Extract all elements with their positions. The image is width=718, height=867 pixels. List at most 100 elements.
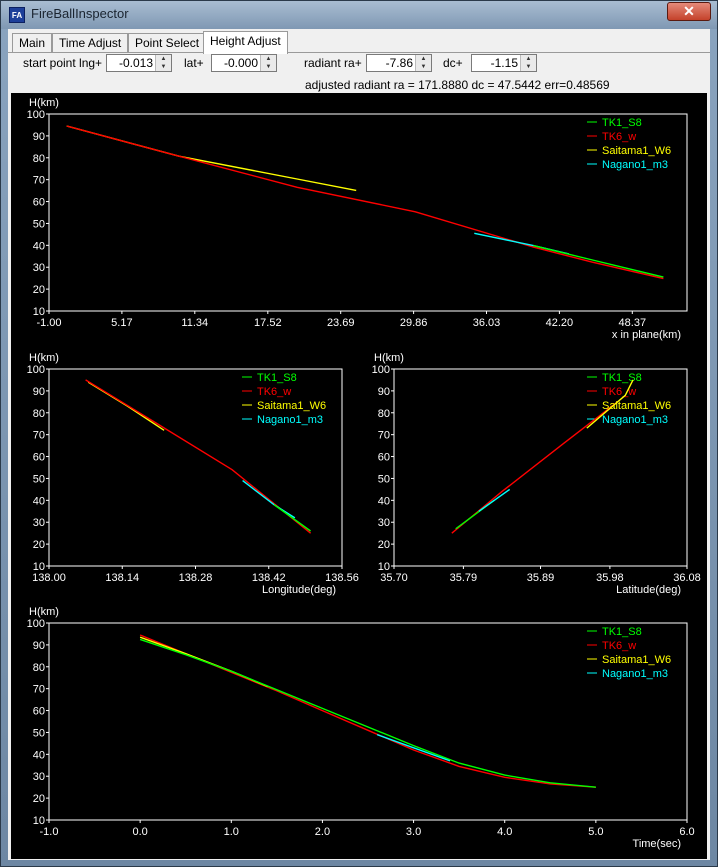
x-tick-label: 5.0 xyxy=(588,826,603,838)
y-tick-label: 100 xyxy=(372,364,390,376)
legend-entry: Nagano1_m3 xyxy=(602,668,668,680)
legend-entry: Saitama1_W6 xyxy=(602,654,671,666)
legend-entry: TK6_w xyxy=(602,640,636,652)
dc-spinner[interactable]: -1.15 ▲ ▼ xyxy=(471,54,537,72)
lat-value[interactable]: -0.000 xyxy=(223,56,258,70)
x-tick-label: 4.0 xyxy=(497,826,512,838)
spin-up-icon[interactable]: ▲ xyxy=(261,55,276,63)
y-tick-label: 20 xyxy=(33,793,45,805)
legend-entry: TK1_S8 xyxy=(602,117,642,129)
y-tick-label: 70 xyxy=(33,684,45,696)
title-bar[interactable]: FA FireBallInspector ✕ xyxy=(1,1,717,29)
x-axis-label: Longitude(deg) xyxy=(262,584,336,596)
y-tick-label: 50 xyxy=(33,218,45,230)
y-axis-label: H(km) xyxy=(29,352,59,364)
series-line xyxy=(139,634,596,788)
y-tick-label: 40 xyxy=(378,495,390,507)
y-tick-label: 10 xyxy=(33,815,45,827)
plots-svg: 10 20 30 40 50 60 70 80 90 100 -1.00 5.17 11.34 17.52… xyxy=(27,97,701,850)
series-line xyxy=(139,638,596,788)
x-tick-label: 6.0 xyxy=(679,826,694,838)
x-tick-label: 138.14 xyxy=(105,572,139,584)
y-tick-label: 50 xyxy=(378,473,390,485)
y-tick-label: 80 xyxy=(33,153,45,165)
y-tick-label: 90 xyxy=(33,131,45,143)
x-tick-label: 138.28 xyxy=(179,572,213,584)
radiant-ra-value[interactable]: -7.86 xyxy=(385,56,413,70)
x-axis-label: Latitude(deg) xyxy=(616,584,681,596)
x-tick-label: 35.70 xyxy=(380,572,408,584)
x-tick-label: 36.03 xyxy=(473,317,501,329)
plot-area: 10 20 30 40 50 60 70 80 90 100 -1.00 5.17 11.34 17.52… xyxy=(11,93,707,859)
series-line xyxy=(66,125,357,192)
start-point-lng-spinner[interactable]: -0.013 ▲ ▼ xyxy=(106,54,172,72)
y-tick-label: 90 xyxy=(378,386,390,398)
tab-main[interactable]: Main xyxy=(12,33,53,53)
x-axis-label: x in plane(km) xyxy=(612,329,681,341)
x-tick-label: -1.00 xyxy=(36,317,61,329)
y-tick-label: 50 xyxy=(33,473,45,485)
x-tick-label: 0.0 xyxy=(132,826,147,838)
spin-up-icon[interactable]: ▲ xyxy=(416,55,431,63)
legend-entry: TK6_w xyxy=(257,386,291,398)
spin-down-icon[interactable]: ▼ xyxy=(156,63,171,71)
radiant-ra-label: radiant ra+ xyxy=(304,56,362,70)
spin-down-icon[interactable]: ▼ xyxy=(416,63,431,71)
legend-entry: TK6_w xyxy=(602,131,636,143)
x-tick-label: 36.08 xyxy=(673,572,701,584)
y-tick-label: 100 xyxy=(27,364,45,376)
chart-frame-longitude xyxy=(48,368,343,567)
x-tick-label: 11.34 xyxy=(181,317,208,329)
y-tick-label: 30 xyxy=(33,771,45,783)
spin-down-icon[interactable]: ▼ xyxy=(261,63,276,71)
tab-point-select[interactable]: Point Select xyxy=(128,33,207,53)
x-tick-label: 138.00 xyxy=(32,572,66,584)
y-tick-label: 80 xyxy=(33,662,45,674)
y-tick-label: 40 xyxy=(33,495,45,507)
radiant-ra-arrows[interactable]: ▲ ▼ xyxy=(415,55,431,71)
y-tick-label: 60 xyxy=(33,197,45,209)
x-axis-label: Time(sec) xyxy=(633,838,681,850)
y-tick-label: 30 xyxy=(378,517,390,529)
start-point-lng-label: start point lng+ xyxy=(23,56,103,70)
window-title: FireBallInspector xyxy=(31,6,129,21)
legend-entry: TK1_S8 xyxy=(257,372,297,384)
lat-label: lat+ xyxy=(184,56,204,70)
start-point-lng-arrows[interactable]: ▲ ▼ xyxy=(155,55,171,71)
y-tick-label: 20 xyxy=(33,539,45,551)
lat-arrows[interactable]: ▲ ▼ xyxy=(260,55,276,71)
spin-up-icon[interactable]: ▲ xyxy=(156,55,171,63)
x-tick-label: 23.69 xyxy=(327,317,355,329)
tab-height-adjust[interactable]: Height Adjust xyxy=(203,31,288,54)
x-tick-label: 3.0 xyxy=(406,826,421,838)
lat-spinner[interactable]: -0.000 ▲ ▼ xyxy=(211,54,277,72)
x-tick-label: -1.0 xyxy=(40,826,59,838)
series-line xyxy=(376,733,451,762)
dc-arrows[interactable]: ▲ ▼ xyxy=(520,55,536,71)
y-tick-label: 10 xyxy=(33,306,45,318)
x-tick-label: 138.56 xyxy=(325,572,359,584)
legend-entry: TK1_S8 xyxy=(602,372,642,384)
start-point-lng-value[interactable]: -0.013 xyxy=(118,56,153,70)
x-tick-label: 29.86 xyxy=(400,317,428,329)
app-icon: FA xyxy=(9,7,25,23)
legend-entry: Saitama1_W6 xyxy=(602,145,671,157)
y-tick-label: 20 xyxy=(378,539,390,551)
y-tick-label: 50 xyxy=(33,727,45,739)
close-button[interactable]: ✕ xyxy=(667,2,711,21)
chart-frame-latitude xyxy=(393,368,688,567)
y-tick-label: 90 xyxy=(33,386,45,398)
spin-up-icon[interactable]: ▲ xyxy=(521,55,536,63)
series-line xyxy=(533,244,664,278)
y-tick-label: 70 xyxy=(33,175,45,187)
legend-entry: Nagano1_m3 xyxy=(257,414,323,426)
radiant-ra-spinner[interactable]: -7.86 ▲ ▼ xyxy=(366,54,432,72)
tab-time-adjust[interactable]: Time Adjust xyxy=(52,33,129,53)
x-tick-label: 48.37 xyxy=(619,317,647,329)
y-tick-label: 10 xyxy=(33,561,45,573)
legend-entry: Nagano1_m3 xyxy=(602,414,668,426)
dc-value[interactable]: -1.15 xyxy=(490,56,518,70)
y-tick-label: 90 xyxy=(33,640,45,652)
spin-down-icon[interactable]: ▼ xyxy=(521,63,536,71)
